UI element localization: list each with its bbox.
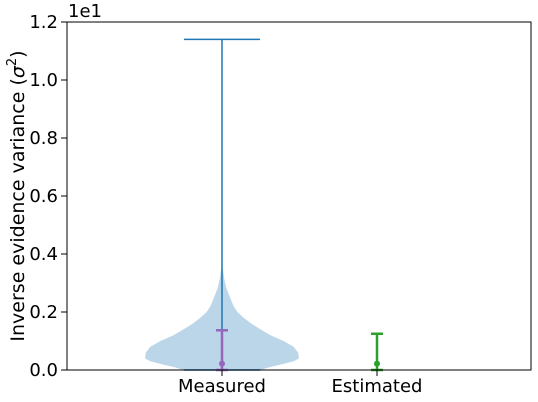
y-axis-label-symbol: σ: [7, 65, 29, 78]
y-tick-label: 0.6: [29, 186, 58, 207]
x-tick-label: Measured: [178, 376, 266, 397]
y-axis-label-superscript: 2: [5, 58, 20, 66]
y-tick-label: 0.0: [29, 360, 58, 381]
plot-area-frame: [66, 21, 532, 371]
y-tick-label: 0.8: [29, 128, 58, 149]
violin-layer: [145, 38, 299, 371]
axis-offset-text: 1e1: [68, 1, 102, 22]
y-axis-label-text: Inverse evidence variance (: [7, 78, 29, 341]
y-tick-label: 1.0: [29, 70, 58, 91]
y-tick-label: 1.2: [29, 12, 58, 33]
error-bar-center-point: [374, 360, 380, 367]
error-bar-estimated: [371, 332, 383, 372]
y-axis-label: Inverse evidence variance (σ2): [5, 50, 29, 341]
y-tick-label: 0.2: [29, 302, 58, 323]
error-bar-center-point: [219, 360, 225, 367]
x-tick-label: Estimated: [332, 376, 423, 397]
y-tick-label: 0.4: [29, 244, 58, 265]
y-axis-label-close: ): [7, 50, 29, 57]
x-axis: Measured Estimated: [178, 370, 422, 397]
y-axis: 0.0 0.2 0.4 0.6 0.8 1.0 1.2: [29, 12, 67, 381]
